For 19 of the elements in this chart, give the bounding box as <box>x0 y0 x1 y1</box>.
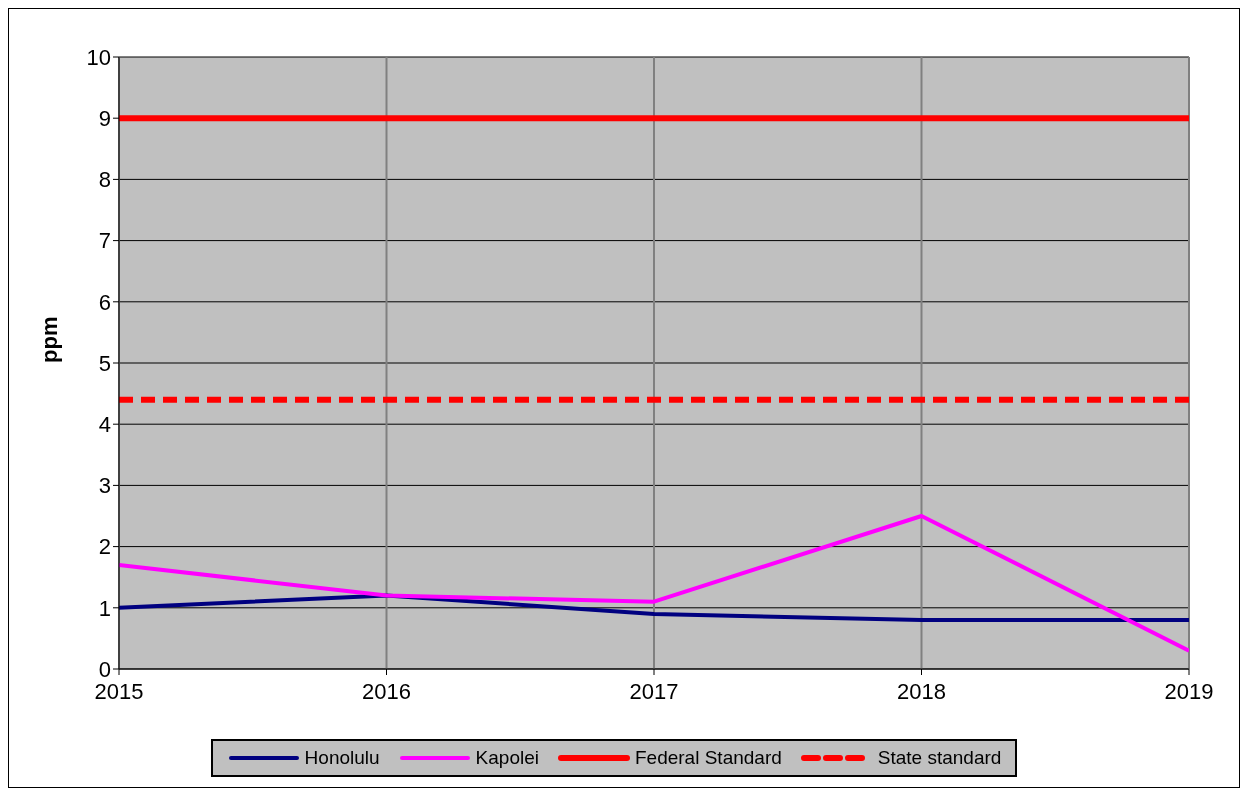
y-tick-label: 7 <box>98 228 111 254</box>
y-tick-label: 10 <box>86 44 111 70</box>
legend-label: Honolulu <box>304 747 380 769</box>
y-tick-label: 5 <box>98 350 111 376</box>
x-tick-label: 2018 <box>897 678 946 704</box>
y-tick-label: 8 <box>98 167 111 193</box>
x-tick-label: 2017 <box>629 678 679 704</box>
y-tick-label: 3 <box>98 473 111 499</box>
y-axis-title: ppm <box>36 316 62 363</box>
x-tick-label: 2016 <box>362 678 411 704</box>
y-tick-label: 9 <box>98 106 111 132</box>
y-tick-label: 6 <box>98 289 111 315</box>
legend-label: Federal Standard <box>634 747 782 769</box>
y-tick-label: 1 <box>98 595 111 621</box>
y-tick-label: 2 <box>98 534 111 560</box>
legend-label: State standard <box>877 747 1002 769</box>
legend-label: Kapolei <box>475 747 539 769</box>
y-tick-label: 4 <box>98 412 111 438</box>
x-tick-label: 2019 <box>1164 678 1214 704</box>
